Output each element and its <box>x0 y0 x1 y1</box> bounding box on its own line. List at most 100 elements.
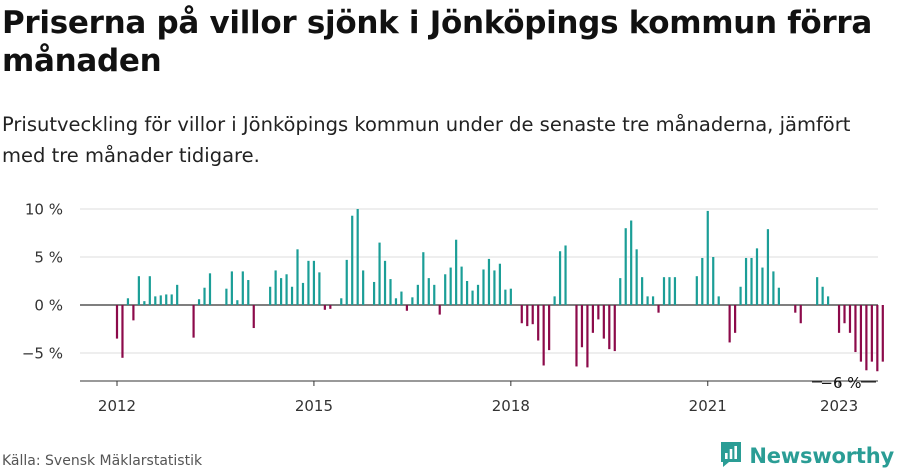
bar <box>154 296 157 305</box>
brand-logo[interactable]: Newsworthy <box>719 441 894 471</box>
bar <box>827 296 830 305</box>
bar <box>641 277 644 305</box>
bar <box>400 291 403 305</box>
bar <box>630 220 633 305</box>
newsworthy-logo-icon <box>719 440 743 472</box>
chart-title: Priserna på villor sjönk i Jönköpings ko… <box>2 5 873 79</box>
bar <box>772 271 775 305</box>
bar <box>843 305 846 324</box>
bar <box>285 274 288 305</box>
grid-layer <box>80 208 878 354</box>
y-tick-label: −5 % <box>22 345 63 363</box>
bar <box>613 305 616 352</box>
bar <box>553 296 556 305</box>
bar <box>405 305 409 311</box>
bar <box>624 228 627 305</box>
bar <box>558 251 562 305</box>
bar <box>241 271 244 305</box>
bar <box>673 277 677 305</box>
bar <box>274 270 277 305</box>
bar <box>750 257 753 305</box>
bar <box>668 277 671 305</box>
bar <box>132 305 135 321</box>
bar <box>646 296 649 305</box>
bar <box>876 305 879 372</box>
bar <box>389 279 392 305</box>
bar <box>564 245 567 305</box>
brand-name: Newsworthy <box>749 444 894 468</box>
bar <box>345 259 348 305</box>
bar <box>176 284 179 305</box>
x-tick-label: 2012 <box>98 397 136 415</box>
bar <box>148 276 151 305</box>
bar <box>170 294 173 305</box>
source-note: Källa: Svensk Mäklarstatistik <box>2 453 203 469</box>
bar <box>471 290 474 305</box>
bar <box>307 260 310 305</box>
bar <box>383 260 387 305</box>
bar <box>761 267 764 305</box>
bar <box>837 305 841 333</box>
bar <box>482 269 485 305</box>
bar <box>854 305 857 353</box>
bar <box>422 252 425 305</box>
bar <box>619 278 622 305</box>
bar <box>608 305 611 350</box>
bar <box>766 229 770 305</box>
bar <box>498 263 501 305</box>
bar <box>356 209 359 305</box>
bar <box>487 258 491 305</box>
bar <box>859 305 863 362</box>
bar <box>706 210 709 305</box>
bar <box>290 286 294 305</box>
bar <box>744 257 748 305</box>
bar <box>821 286 824 305</box>
bar <box>580 305 584 348</box>
bar <box>280 278 283 305</box>
bar <box>296 249 299 305</box>
bar <box>340 298 343 305</box>
bar <box>252 305 255 329</box>
bar <box>323 305 326 310</box>
bar <box>318 272 321 305</box>
bar <box>351 215 354 305</box>
bar <box>329 305 332 309</box>
bar <box>236 300 239 305</box>
bar <box>115 305 119 339</box>
bar <box>734 305 737 333</box>
bar <box>542 305 545 366</box>
bar <box>531 305 534 325</box>
x-tick-label: 2023 <box>820 397 858 415</box>
bar <box>651 296 655 305</box>
bar <box>476 284 480 305</box>
bar <box>192 305 195 338</box>
bar <box>881 305 884 362</box>
bar <box>526 305 529 327</box>
bar <box>121 305 124 358</box>
bar <box>712 257 715 305</box>
bar <box>657 305 660 313</box>
bar <box>865 305 868 371</box>
bar <box>777 287 780 305</box>
x-tick-label: 2021 <box>689 397 727 415</box>
annotations: −6 % <box>812 374 876 392</box>
bar <box>444 274 447 305</box>
x-tick-label: 2018 <box>492 397 530 415</box>
bar <box>427 278 430 305</box>
bar <box>269 286 272 305</box>
bar <box>203 287 206 305</box>
x-axis: 2012 2015 2018 2021 2023 <box>80 380 878 415</box>
bar <box>455 239 458 305</box>
bar <box>816 277 819 305</box>
bar <box>394 298 398 305</box>
bar <box>449 267 452 305</box>
bar <box>717 296 720 305</box>
bar <box>695 276 698 305</box>
bar <box>465 281 469 305</box>
bar <box>575 305 578 367</box>
bar <box>208 273 212 305</box>
bar <box>137 276 140 305</box>
bar <box>301 282 305 305</box>
bar <box>597 305 600 320</box>
bar <box>794 305 797 313</box>
